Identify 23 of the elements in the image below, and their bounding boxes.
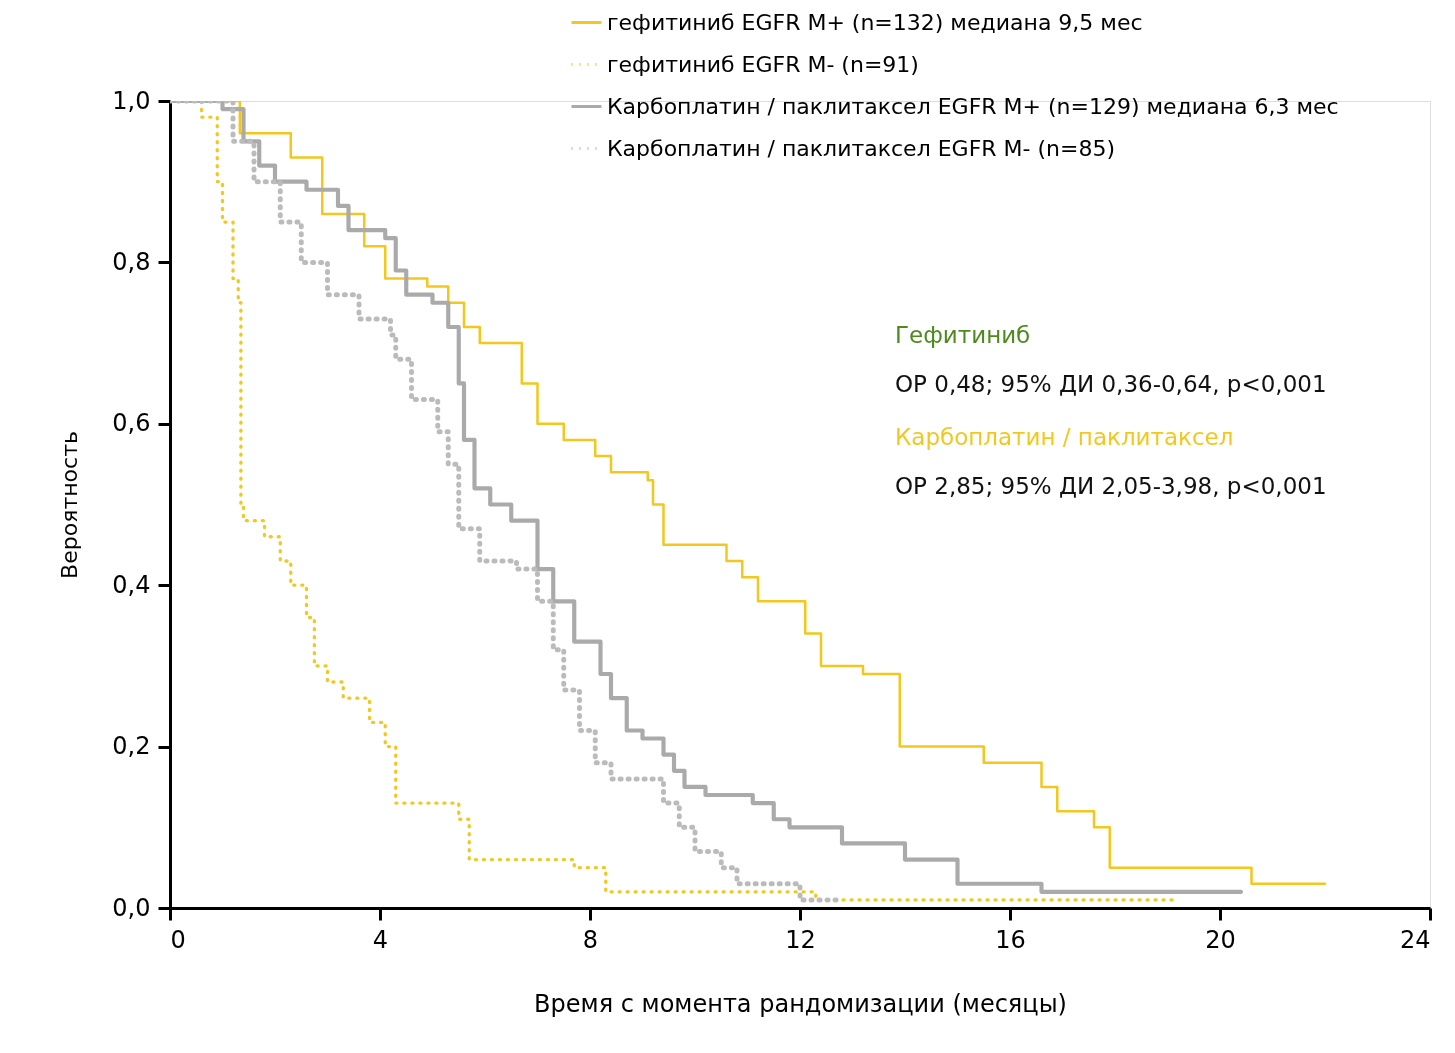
y-tick-label: 0,2 — [112, 732, 151, 761]
legend-label: Карбоплатин / паклитаксел EGFR M- (n=85) — [607, 135, 1116, 161]
y-axis-title: Вероятность — [57, 431, 83, 579]
y-tick-label: 0,4 — [112, 570, 151, 599]
x-tick-label: 12 — [785, 925, 816, 954]
x-tick-label: 24 — [1399, 925, 1431, 954]
y-tick-label: 0,6 — [112, 409, 151, 438]
x-tick-label: 0 — [170, 925, 186, 954]
annotation: Карбоплатин / паклитаксел — [895, 424, 1234, 450]
x-axis-title: Время с момента рандомизации (месяцы) — [534, 989, 1067, 1018]
annotation: Гефитиниб — [895, 322, 1031, 348]
y-tick-label: 1,0 — [112, 86, 151, 115]
y-tick-label: 0,8 — [112, 247, 151, 276]
legend-label: гефитиниб EGFR M- (n=91) — [607, 51, 919, 77]
x-tick-label: 4 — [372, 925, 389, 954]
x-tick-label: 16 — [995, 925, 1026, 954]
x-tick-label: 20 — [1205, 925, 1236, 954]
legend-label: гефитиниб EGFR M+ (n=132) медиана 9,5 мес — [607, 9, 1143, 35]
annotation: ОР 2,85; 95% ДИ 2,05-3,98, p<0,001 — [895, 473, 1327, 499]
annotation: ОР 0,48; 95% ДИ 0,36-0,64, p<0,001 — [895, 371, 1327, 397]
y-tick-label: 0,0 — [112, 893, 151, 922]
legend-label: Карбоплатин / паклитаксел EGFR M+ (n=129) медиана 6,3 мес — [607, 93, 1339, 119]
x-tick-label: 8 — [582, 925, 599, 954]
